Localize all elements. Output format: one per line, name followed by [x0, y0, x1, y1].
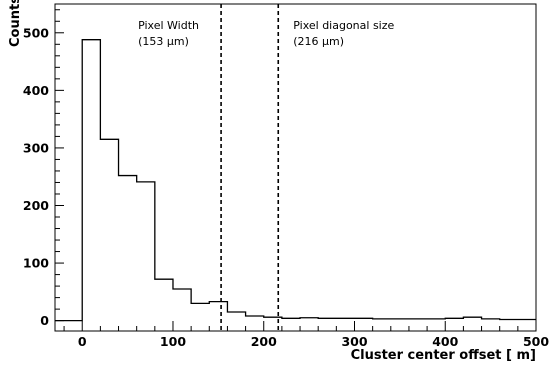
y-tick-label: 400 [23, 83, 49, 98]
x-axis-title: Cluster center offset [ m] [351, 348, 536, 363]
y-tick-label: 0 [40, 313, 49, 328]
x-tick-label: 500 [523, 334, 549, 349]
y-tick-label: 300 [23, 140, 49, 155]
x-tick-label: 0 [78, 334, 87, 349]
x-tick-label: 100 [160, 334, 186, 349]
histogram [55, 39, 536, 322]
y-tick-label: 100 [23, 256, 49, 271]
x-tick-label: 200 [251, 334, 277, 349]
x-tick-label: 400 [432, 334, 458, 349]
y-tick-label: 500 [23, 25, 49, 40]
x-ticks: 0 100 200 300 400 500 [63, 321, 549, 349]
annotation-line1: Pixel diagonal size [293, 19, 394, 32]
annotation-line2: (153 µm) [138, 35, 189, 48]
y-axis-title: Counts [8, 0, 23, 47]
plot-frame [54, 3, 537, 332]
y-tick-label: 200 [23, 198, 49, 213]
x-tick-label: 300 [341, 334, 367, 349]
histogram-line [55, 39, 536, 322]
y-ticks: 0 100 200 300 400 500 [23, 9, 64, 328]
annotation-line2: (216 µm) [293, 35, 344, 48]
annotation-line1: Pixel Width [138, 19, 199, 32]
vertical-lines: Pixel Width (153 µm) Pixel diagonal size (2… [138, 4, 395, 331]
